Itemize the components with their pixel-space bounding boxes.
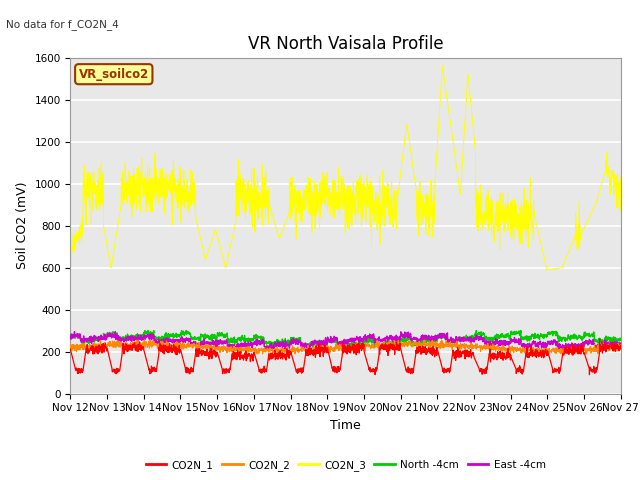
Text: VR_soilco2: VR_soilco2 <box>79 68 149 81</box>
X-axis label: Time: Time <box>330 419 361 432</box>
Title: VR North Vaisala Profile: VR North Vaisala Profile <box>248 35 444 53</box>
Text: No data for f_CO2N_4: No data for f_CO2N_4 <box>6 19 119 30</box>
Legend: CO2N_1, CO2N_2, CO2N_3, North -4cm, East -4cm: CO2N_1, CO2N_2, CO2N_3, North -4cm, East… <box>141 456 550 475</box>
Y-axis label: Soil CO2 (mV): Soil CO2 (mV) <box>16 182 29 269</box>
